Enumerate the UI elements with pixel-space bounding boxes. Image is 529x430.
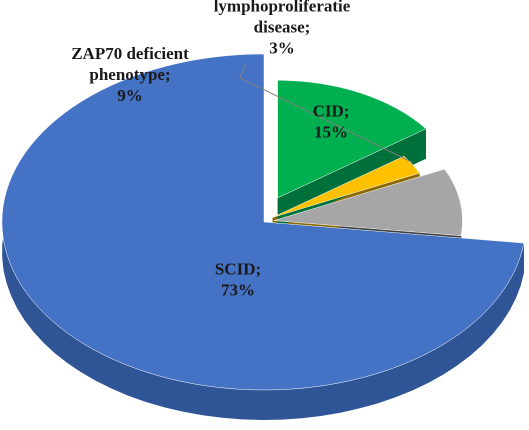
data-label-line: lymphoproliferatie bbox=[214, 0, 351, 16]
data-label-line: 15% bbox=[314, 123, 348, 142]
data-label-line: disease; bbox=[254, 18, 311, 37]
data-label-line: SCID; bbox=[215, 260, 261, 279]
pie-slice-zap70-deficient-phenotype bbox=[273, 168, 463, 237]
pie-slice-ebv-associated-lymphoproliferatie-disease bbox=[272, 155, 421, 218]
pie-slice-scid bbox=[1, 53, 525, 391]
data-label-line: ZAP70 deficient bbox=[71, 44, 189, 63]
data-label-cid: CID; 15% bbox=[313, 102, 350, 142]
pie-slice-cid bbox=[277, 80, 427, 199]
data-label-line: phenotype; bbox=[89, 65, 170, 84]
data-label-zap70-deficient-phenotype: ZAP70 deficient phenotype; 9% bbox=[71, 44, 189, 105]
data-label-line: 3% bbox=[269, 39, 295, 58]
leader-line-ebv bbox=[239, 63, 413, 163]
slice-tops bbox=[1, 53, 525, 391]
data-label-line: 9% bbox=[117, 86, 143, 105]
data-label-ebv-associated-lymphoproliferatie-disease: EBV associatedlymphoproliferatiedisease;… bbox=[214, 0, 351, 58]
data-label-line: 73% bbox=[221, 281, 255, 300]
data-label-line: CID; bbox=[313, 102, 350, 121]
data-label-scid: SCID; 73% bbox=[215, 260, 261, 300]
leader-lines bbox=[239, 63, 413, 163]
